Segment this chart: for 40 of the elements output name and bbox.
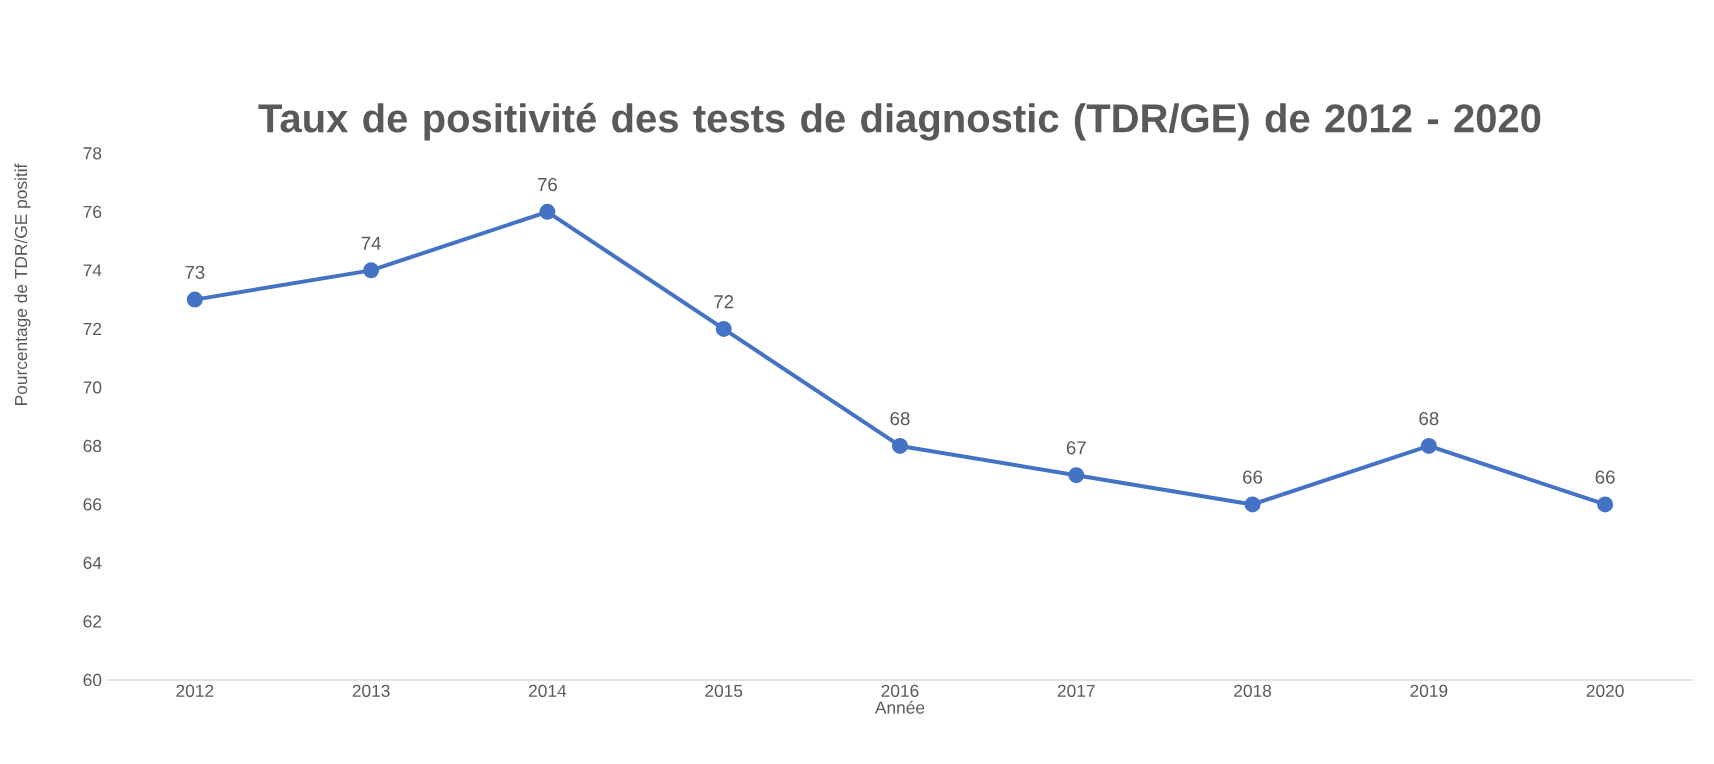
x-tick-label: 2016: [881, 684, 919, 697]
point: [891, 437, 908, 454]
y-tick-label: 74: [83, 264, 102, 277]
point: [186, 291, 203, 308]
chart-title: Taux de positivité des tests de diagnostic (TDR/GE) de 2012 - 2020: [258, 102, 1541, 141]
point: [1068, 467, 1085, 484]
data-label: 66: [1595, 470, 1615, 484]
x-tick-label: 2015: [705, 684, 743, 697]
y-axis-title: Pourcentage de TDR/GE positif: [14, 163, 31, 405]
x-tick-label: 2012: [176, 684, 214, 697]
data-label: 74: [361, 236, 381, 250]
point: [539, 203, 556, 220]
y-tick-label: 66: [83, 498, 102, 511]
y-tick-label: 64: [83, 556, 102, 570]
x-tick-label: 2017: [1057, 684, 1095, 697]
x-tick-label: 2019: [1410, 684, 1448, 697]
x-axis-title: Année: [874, 700, 925, 714]
point: [715, 320, 732, 337]
y-tick-label: 60: [83, 673, 102, 687]
y-tick-label: 76: [83, 205, 102, 218]
data-label: 67: [1066, 441, 1086, 455]
x-tick-label: 2020: [1586, 684, 1624, 697]
x-tick-label: 2018: [1234, 684, 1272, 697]
data-label: 68: [1419, 411, 1439, 426]
point: [1420, 437, 1437, 454]
y-tick-label: 68: [83, 439, 102, 453]
y-tick-label: 62: [83, 615, 102, 628]
point: [1244, 496, 1261, 513]
y-tick-label: 78: [83, 147, 102, 160]
data-label: 68: [890, 411, 910, 426]
data-label: 72: [714, 295, 734, 309]
x-tick-label: 2014: [529, 684, 567, 697]
y-tick-label: 70: [83, 381, 102, 394]
data-label: 73: [185, 265, 205, 279]
data-label: 76: [537, 177, 557, 192]
point: [1597, 496, 1614, 513]
data-label: 66: [1243, 470, 1263, 484]
x-tick-label: 2013: [352, 684, 390, 697]
y-tick-label: 72: [83, 322, 102, 335]
point: [363, 262, 380, 279]
